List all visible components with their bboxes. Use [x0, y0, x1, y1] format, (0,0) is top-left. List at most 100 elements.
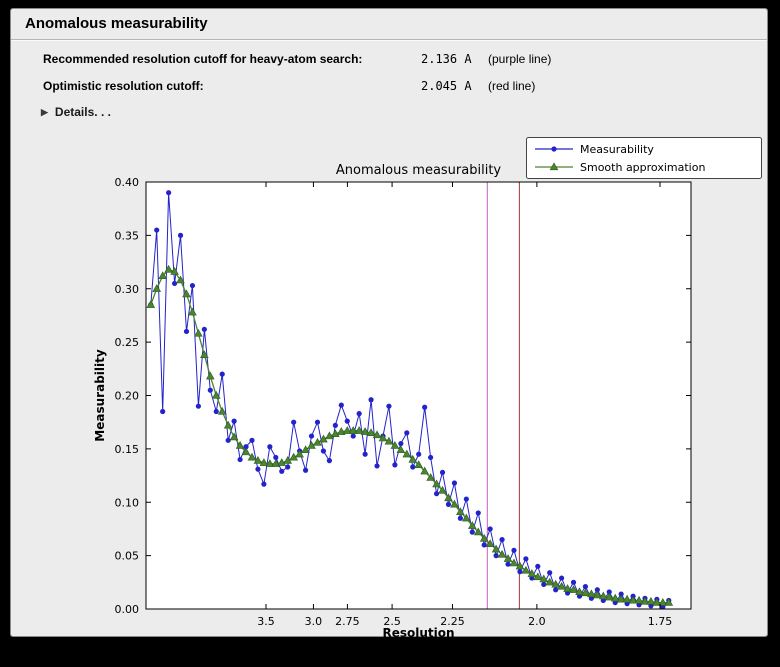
measurability-point [469, 529, 475, 535]
y-tick-label: 0.05 [115, 550, 140, 563]
smooth-point [229, 432, 239, 441]
plot-area [146, 182, 691, 609]
smooth-point [628, 595, 638, 604]
smooth-point [366, 428, 376, 436]
measurability-point [475, 510, 481, 516]
measurability-point [261, 481, 267, 487]
smooth-point [557, 581, 566, 590]
measurability-point [291, 419, 297, 425]
smooth-point [444, 493, 453, 502]
anomalous-measurability-panel: Anomalous measurability Recommended reso… [10, 8, 768, 639]
legend-marker-smooth [549, 162, 559, 171]
y-tick-label: 0.15 [115, 443, 140, 456]
measurability-point [320, 448, 327, 454]
measurability-point [344, 418, 350, 424]
measurability-point [398, 440, 404, 447]
smooth-point [622, 594, 632, 603]
measurability-point [374, 463, 380, 469]
smooth-point [658, 597, 668, 606]
smooth-point [194, 328, 203, 337]
smooth-point [551, 579, 560, 588]
measurability-point [517, 569, 523, 575]
measurability-point [451, 480, 458, 486]
smooth-point [521, 565, 531, 574]
smooth-point [307, 441, 316, 449]
smooth-point [467, 521, 477, 529]
smooth-point [664, 597, 674, 606]
smooth-point [354, 426, 364, 434]
x-tick-label: 3.5 [257, 615, 275, 628]
smooth-point [420, 466, 429, 475]
smooth-point [289, 452, 298, 461]
smooth-point [301, 445, 310, 454]
smooth-point [247, 452, 257, 461]
smooth-point [217, 406, 227, 415]
measurability-point [523, 556, 529, 562]
measurability-point [255, 466, 261, 472]
measurability-point [547, 570, 553, 576]
measurability-point [386, 403, 392, 409]
smooth-point [616, 594, 626, 603]
smooth-point [152, 284, 162, 292]
measurability-point [338, 402, 344, 408]
smooth-point [223, 420, 233, 429]
smooth-point [396, 445, 406, 454]
page-title: Anomalous measurability [25, 15, 208, 32]
y-axis-label: Measurability [93, 349, 107, 442]
measurability-point [487, 526, 493, 532]
measurability-point [183, 328, 190, 335]
smooth-point [384, 436, 394, 445]
measurability-point [422, 404, 428, 410]
legend-marker-measurability [551, 146, 557, 152]
x-tick-label: 3.0 [305, 615, 323, 628]
smooth-point [581, 588, 590, 597]
measurability-point [392, 462, 398, 468]
x-tick-label: 2.75 [335, 615, 360, 628]
smooth-point [265, 459, 275, 467]
smooth-point [533, 572, 543, 581]
smooth-point [253, 456, 263, 464]
smooth-point [271, 459, 281, 467]
x-tick-label: 2.5 [383, 615, 401, 628]
smooth-point [348, 426, 358, 434]
x-axis-label: Resolution [382, 626, 454, 639]
optimistic-cutoff-label: Optimistic resolution cutoff: [43, 79, 204, 93]
details-label: Details. . . [54, 105, 111, 119]
measurability-point [499, 537, 505, 543]
smooth-point [509, 558, 519, 567]
measurability-point [326, 458, 332, 464]
x-tick-label: 1.75 [648, 615, 673, 628]
smooth-point [295, 449, 304, 458]
smooth-point [235, 441, 245, 449]
title-divider [11, 39, 767, 41]
measurability-point [225, 437, 231, 443]
smooth-point [450, 499, 459, 508]
measurability-point [195, 403, 201, 409]
smooth-point [545, 577, 555, 586]
measurability-point [368, 397, 374, 403]
legend-label-smooth: Smooth approximation [580, 161, 705, 174]
measurability-point [237, 456, 243, 463]
measurability-point [273, 454, 279, 461]
legend-box [526, 137, 762, 179]
measurability-point [231, 418, 237, 424]
smooth-point [610, 593, 620, 602]
details-disclosure[interactable]: ▶ Details. . . [41, 105, 111, 119]
measurability-point [505, 561, 511, 567]
smooth-point [342, 426, 352, 434]
smooth-point [200, 350, 209, 359]
smooth-point [277, 458, 287, 466]
smooth-point [634, 595, 644, 604]
measurability-point [219, 371, 225, 377]
smooth-point [319, 434, 328, 443]
smooth-point [646, 596, 656, 605]
measurability-point [243, 444, 249, 450]
smooth-point [402, 449, 412, 458]
measurability-point [154, 227, 160, 233]
smooth-point [378, 433, 388, 442]
measurability-point [166, 190, 172, 196]
measurability-point [189, 282, 196, 289]
smooth-point [146, 300, 156, 308]
measurability-point [481, 542, 487, 548]
smooth-point [485, 539, 495, 547]
